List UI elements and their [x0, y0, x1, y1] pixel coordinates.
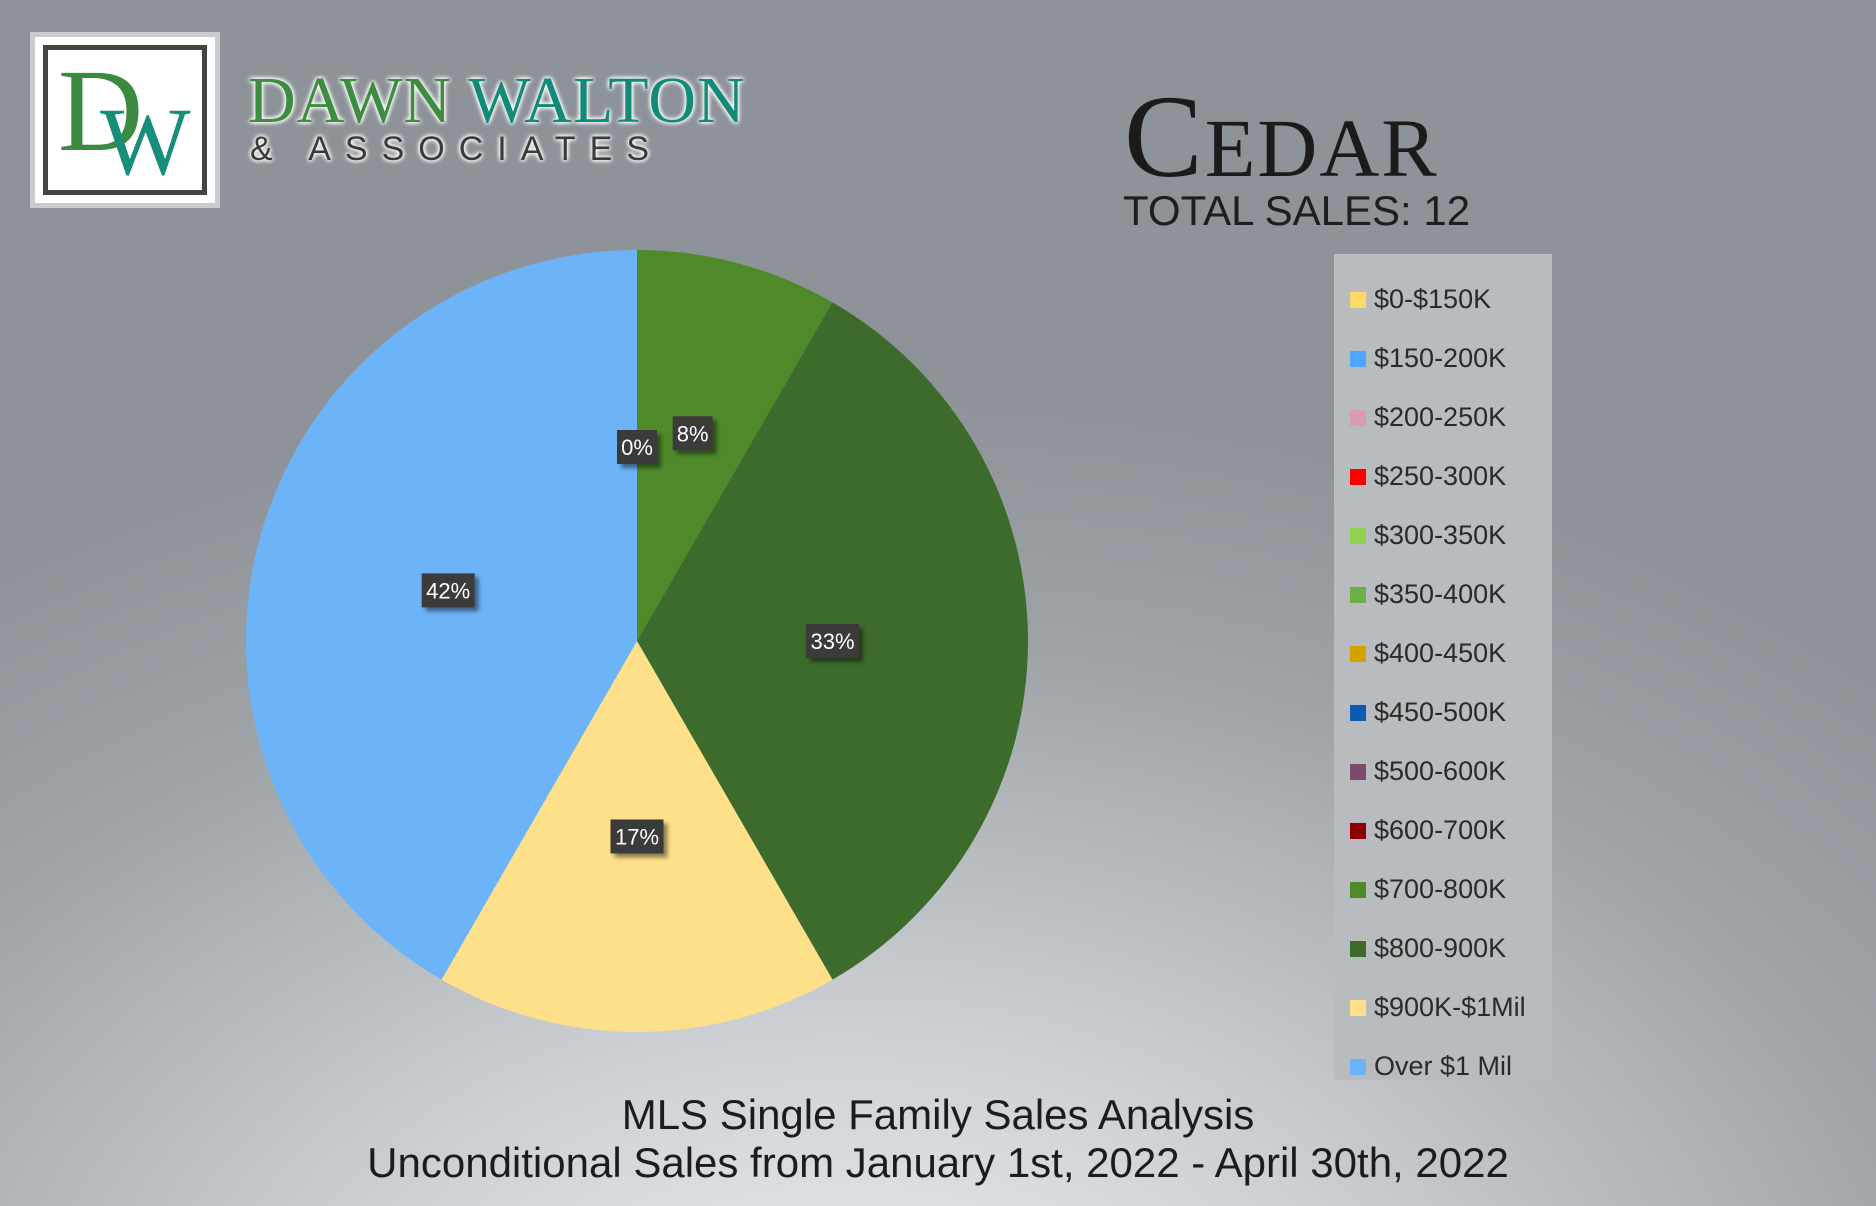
legend-label: $250-300K: [1374, 461, 1507, 491]
legend-swatch: [1350, 1058, 1366, 1075]
legend-item-500-600k: $500-600K: [1334, 742, 1552, 801]
legend-swatch: [1350, 645, 1366, 662]
legend-label: $200-250K: [1374, 402, 1507, 432]
data-label-over-1-mil: 42%: [421, 573, 475, 608]
legend-label: $600-700K: [1374, 815, 1507, 845]
legend-item-over-1-mil: Over $1 Mil: [1334, 1037, 1552, 1096]
data-label-900k-1mil: 17%: [610, 819, 664, 854]
legend-item-200-250k: $200-250K: [1334, 388, 1552, 447]
legend-label: $800-900K: [1374, 933, 1507, 963]
legend-item-150-200k: $150-200K: [1334, 329, 1552, 388]
brand-name-first: DAWN: [248, 64, 452, 137]
brand-subtitle: & ASSOCIATES: [250, 130, 664, 168]
legend-swatch: [1350, 291, 1366, 308]
legend-item-900k-1mil: $900K-$1Mil: [1334, 978, 1552, 1037]
data-label-800-900k: 33%: [806, 624, 859, 658]
total-sales: TOTAL SALES: 12: [1123, 187, 1471, 234]
legend-swatch: [1350, 999, 1366, 1016]
svg-text:17%: 17%: [615, 825, 659, 850]
legend-label: $400-450K: [1374, 638, 1507, 668]
legend-swatch: [1350, 940, 1366, 957]
legend-item-600-700k: $600-700K: [1334, 801, 1552, 860]
legend-label: $150-200K: [1374, 343, 1507, 373]
svg-text:8%: 8%: [677, 421, 709, 446]
data-label-700-800k: 8%: [672, 416, 713, 451]
svg-text:0%: 0%: [621, 435, 653, 460]
legend-swatch: [1350, 881, 1366, 898]
legend-swatch: [1350, 586, 1366, 603]
legend-swatch: [1350, 527, 1366, 544]
legend-swatch: [1350, 468, 1366, 485]
brand-logo: D W: [30, 32, 220, 208]
legend-item-800-900k: $800-900K: [1334, 919, 1552, 978]
legend-label: $350-400K: [1374, 579, 1507, 609]
page-title: Cedar: [1124, 71, 1439, 202]
legend-item-700-800k: $700-800K: [1334, 860, 1552, 919]
footer-title: MLS Single Family Sales Analysis: [621, 1091, 1255, 1138]
legend-label: $0-$150K: [1374, 284, 1492, 314]
footer-subtitle: Unconditional Sales from January 1st, 20…: [367, 1139, 1509, 1186]
svg-text:42%: 42%: [426, 578, 470, 603]
legend-swatch: [1350, 704, 1366, 721]
svg-text:33%: 33%: [810, 629, 854, 654]
pie-slice-700-800k: [637, 250, 833, 641]
legend-item-400-450k: $400-450K: [1334, 624, 1552, 683]
legend-swatch: [1350, 409, 1366, 426]
logo-letter-d: D: [58, 45, 144, 176]
legend-item-300-350k: $300-350K: [1334, 506, 1552, 565]
data-label-0-150k: 0%: [617, 430, 657, 464]
legend-item-0-150k: $0-$150K: [1334, 270, 1552, 329]
legend-label: $700-800K: [1374, 874, 1507, 904]
brand-name: DAWN WALTON: [248, 68, 746, 134]
legend-label: $500-600K: [1374, 756, 1507, 786]
logo-letter-w: W: [100, 88, 191, 195]
legend-item-350-400k: $350-400K: [1334, 565, 1552, 624]
chart-legend: $0-$150K $150-200K $200-250K $250-300K $300-…: [1334, 254, 1552, 1081]
legend-label: $900K-$1Mil: [1374, 992, 1526, 1022]
logo-frame: D W: [43, 45, 207, 195]
pie-slice-over-1-mil: [246, 250, 637, 980]
legend-swatch: [1350, 350, 1366, 367]
legend-item-450-500k: $450-500K: [1334, 683, 1552, 742]
legend-label: Over $1 Mil: [1374, 1051, 1513, 1081]
legend-label: $300-350K: [1374, 520, 1507, 550]
legend-label: $450-500K: [1374, 697, 1507, 727]
legend-swatch: [1350, 763, 1366, 780]
legend-swatch: [1350, 822, 1366, 839]
legend-item-250-300k: $250-300K: [1334, 447, 1552, 506]
brand-name-last: WALTON: [468, 64, 746, 137]
